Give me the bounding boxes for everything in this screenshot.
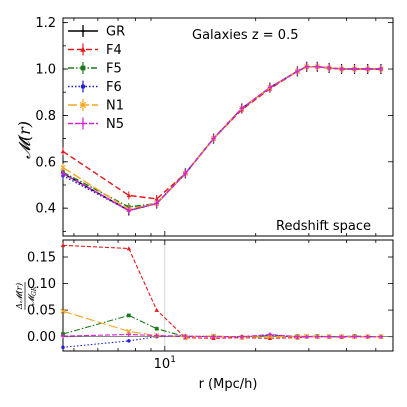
top-f4-point-0 xyxy=(60,149,66,154)
bottom-n1-point-0 xyxy=(60,308,66,314)
legend-marker-f5-point-0 xyxy=(80,65,86,71)
top-n5-point-3 xyxy=(183,171,188,176)
bottom-line-f4 xyxy=(62,244,381,339)
top-n5-point-2 xyxy=(154,201,159,206)
top-y-tick-label: 0.4 xyxy=(35,202,56,217)
bottom-n5-point-6 xyxy=(267,332,273,337)
bottom-y-tick-label: 0.15 xyxy=(27,250,56,265)
bottom-f6-point-1 xyxy=(127,339,131,343)
bottom-line-f5 xyxy=(62,314,381,338)
top-n5-point-4 xyxy=(211,136,216,141)
legend: GR F4 F5 F6 N1 N5 xyxy=(68,25,125,132)
top-y-tick-label: 0.6 xyxy=(35,155,56,170)
bottom-y-tick-label: 0.10 xyxy=(27,277,56,292)
bottom-n5-point-0 xyxy=(60,333,66,339)
legend-marker-f4-point-0 xyxy=(80,46,86,52)
top-n5-point-1 xyxy=(126,208,132,213)
bottom-n5-point-1 xyxy=(126,332,132,337)
bottom-series-group xyxy=(60,243,384,350)
bottom-n5-point-13 xyxy=(365,334,370,339)
top-y-tick-label: 1.0 xyxy=(35,63,56,78)
legend-item-f6: F6 xyxy=(68,80,122,95)
top-f4-point-2 xyxy=(154,196,159,201)
top-n5-point-0 xyxy=(60,171,66,176)
bottom-y-tick-label: 0.05 xyxy=(27,304,56,319)
top-n5-point-5 xyxy=(239,106,245,111)
bottom-f4-point-6 xyxy=(267,336,273,341)
x-tick-label: 101 xyxy=(154,355,176,372)
top-n5-point-7 xyxy=(295,69,300,74)
bottom-plot-frame xyxy=(62,239,394,352)
bottom-x-ticks: 101 xyxy=(73,240,377,372)
top-n1-point-0 xyxy=(60,164,66,171)
bottom-n5-point-12 xyxy=(352,334,357,339)
legend-label-f6: F6 xyxy=(106,80,122,95)
top-series-n5 xyxy=(60,62,384,215)
bottom-f6-point-0 xyxy=(61,345,65,350)
top-n5-point-14 xyxy=(378,66,384,72)
top-n5-point-11 xyxy=(339,66,344,72)
top-series-group xyxy=(60,61,384,216)
bottom-f4-point-1 xyxy=(126,246,132,251)
top-annotation: Galaxies z = 0.5 xyxy=(192,28,298,43)
legend-label-n1: N1 xyxy=(106,99,124,114)
top-y-tick-label: 0.8 xyxy=(35,109,56,124)
bottom-n5-point-7 xyxy=(295,334,300,339)
bottom-n5-point-8 xyxy=(304,334,309,339)
x-tick-label-exp: 1 xyxy=(170,355,176,365)
legend-marker-gr-point-0 xyxy=(81,26,85,36)
bottom-n5-point-3 xyxy=(183,333,188,339)
top-f4-point-1 xyxy=(126,193,132,198)
top-n5-point-8 xyxy=(304,64,309,69)
legend-marker-n1-point-0 xyxy=(79,101,87,109)
bottom-y-axis-label: Δ𝓜(r) 𝓜GR xyxy=(14,282,38,310)
legend-item-gr: GR xyxy=(68,25,125,40)
ratio-numerator: Δ𝓜(r) xyxy=(14,283,25,310)
legend-marker-n5-point-0 xyxy=(80,120,86,127)
legend-item-f5: F5 xyxy=(68,62,122,77)
legend-item-n5: N5 xyxy=(68,117,124,132)
bottom-line-n1 xyxy=(62,310,381,338)
legend-label-f5: F5 xyxy=(106,62,122,77)
bottom-y-tick-label: 0.00 xyxy=(27,330,56,345)
top-x-ticks xyxy=(73,18,377,236)
bottom-annotation: Redshift space xyxy=(276,219,371,234)
bottom-n5-point-5 xyxy=(239,334,245,339)
top-y-axis-label: 𝓜(r) xyxy=(15,121,34,159)
bottom-f5-point-1 xyxy=(126,313,131,318)
bottom-n5-point-11 xyxy=(339,334,344,339)
top-plot-frame xyxy=(62,17,394,237)
legend-label-f4: F4 xyxy=(106,43,122,58)
top-n5-point-9 xyxy=(315,64,320,69)
x-axis-label: r (Mpc/h) xyxy=(199,377,258,392)
top-y-tick-label: 1.2 xyxy=(35,16,56,31)
bottom-n5-point-14 xyxy=(378,334,384,339)
bottom-f4-point-0 xyxy=(60,243,66,248)
top-n5-point-12 xyxy=(352,66,357,72)
legend-item-f4: F4 xyxy=(68,43,122,58)
ratio-denominator: 𝓜GR xyxy=(27,286,38,305)
bottom-panel: 0.00 0.05 0.10 0.15 101 Δ𝓜(r) 𝓜GR r (Mpc/h) xyxy=(14,239,394,392)
top-n5-point-10 xyxy=(326,65,332,71)
top-n5-point-13 xyxy=(365,66,370,72)
bottom-n5-point-9 xyxy=(315,334,320,339)
legend-label-gr: GR xyxy=(106,25,125,40)
bottom-n5-point-10 xyxy=(326,334,332,339)
top-n5-point-6 xyxy=(267,85,273,90)
x-tick-label-base: 10 xyxy=(154,357,171,372)
top-panel: 0.4 0.6 0.8 1.0 1.2 Galaxies z = 0.5 Redshif… xyxy=(15,16,394,237)
bottom-series-n5 xyxy=(60,332,384,339)
legend-label-n5: N5 xyxy=(106,117,124,132)
legend-item-n1: N1 xyxy=(68,99,124,114)
bottom-n1-point-1 xyxy=(126,328,132,334)
bottom-f5-point-2 xyxy=(154,326,159,331)
bottom-f4-point-2 xyxy=(154,307,159,312)
bottom-series-f6 xyxy=(61,333,383,350)
bottom-y-ticks: 0.00 0.05 0.10 0.15 xyxy=(27,240,393,351)
legend-marker-f6-point-0 xyxy=(80,84,86,89)
bottom-n5-point-2 xyxy=(154,333,159,338)
bottom-n5-point-4 xyxy=(211,334,216,339)
top-y-ticks: 0.4 0.6 0.8 1.0 1.2 xyxy=(35,16,393,232)
